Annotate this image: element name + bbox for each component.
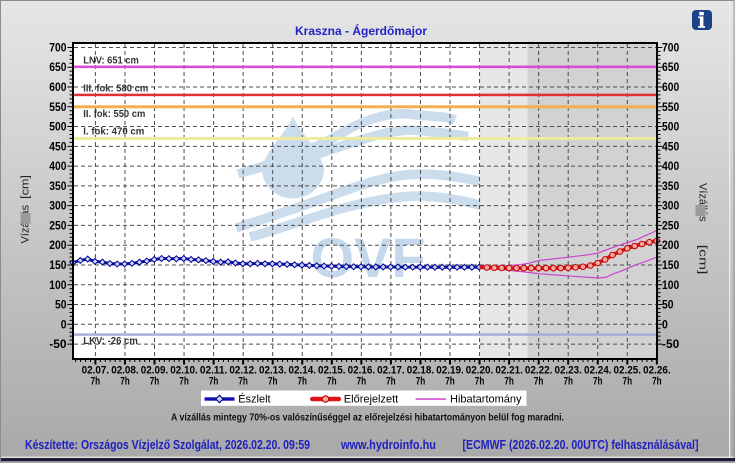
svg-text:02.11.: 02.11. xyxy=(200,364,228,376)
svg-text:02.24.: 02.24. xyxy=(584,364,612,376)
svg-text:02.13.: 02.13. xyxy=(259,364,287,376)
svg-text:Előrejelzett: Előrejelzett xyxy=(344,393,398,405)
svg-text:7h: 7h xyxy=(209,376,219,388)
svg-text:7h: 7h xyxy=(357,376,367,388)
svg-text:LKV: -26 cm: LKV: -26 cm xyxy=(83,336,138,347)
svg-text:II. fok: 550 cm: II. fok: 550 cm xyxy=(83,109,145,120)
svg-text:7h: 7h xyxy=(652,376,662,388)
svg-text:-50: -50 xyxy=(662,339,679,351)
svg-text:02.12.: 02.12. xyxy=(229,364,257,376)
svg-text:7h: 7h xyxy=(445,376,455,388)
svg-text:02.21.: 02.21. xyxy=(495,364,523,376)
svg-text:02.07.: 02.07. xyxy=(82,364,110,376)
svg-text:02.17.: 02.17. xyxy=(377,364,405,376)
svg-text:02.08.: 02.08. xyxy=(111,364,139,376)
svg-text:350: 350 xyxy=(49,181,66,193)
svg-text:500: 500 xyxy=(49,122,66,134)
svg-text:A vízállás mintegy 70%-os való: A vízállás mintegy 70%-os valószínűségge… xyxy=(171,412,564,423)
svg-text:7h: 7h xyxy=(475,376,485,388)
svg-text:500: 500 xyxy=(662,122,679,134)
svg-text:600: 600 xyxy=(49,82,66,94)
svg-text:[cm]: [cm] xyxy=(697,245,709,274)
svg-text:150: 150 xyxy=(49,260,66,272)
svg-text:600: 600 xyxy=(662,82,679,94)
svg-text:[cm]: [cm] xyxy=(20,175,32,199)
svg-text:300: 300 xyxy=(662,201,679,213)
svg-text:Kraszna - Ágerdőmajor: Kraszna - Ágerdőmajor xyxy=(295,23,427,38)
svg-text:650: 650 xyxy=(49,62,66,74)
svg-text:100: 100 xyxy=(662,280,679,292)
svg-text:100: 100 xyxy=(49,280,66,292)
svg-text:III. fok: 580 cm: III. fok: 580 cm xyxy=(83,84,148,95)
svg-text:700: 700 xyxy=(662,42,679,54)
svg-text:Vízállás: Vízállás xyxy=(697,183,709,222)
svg-text:www.hydroinfo.hu: www.hydroinfo.hu xyxy=(340,438,436,452)
svg-text:7h: 7h xyxy=(416,376,426,388)
svg-text:02.19.: 02.19. xyxy=(436,364,464,376)
svg-text:Készítette: Országos Vízjelző: Készítette: Országos Vízjelző Szolgálat,… xyxy=(25,438,310,452)
svg-text:250: 250 xyxy=(49,220,66,232)
svg-text:02.14.: 02.14. xyxy=(289,364,317,376)
svg-text:550: 550 xyxy=(662,102,679,114)
svg-text:300: 300 xyxy=(49,201,66,213)
svg-text:OVF: OVF xyxy=(310,226,425,289)
svg-text:02.22.: 02.22. xyxy=(525,364,553,376)
svg-text:7h: 7h xyxy=(238,376,248,388)
svg-text:LNV: 651 cm: LNV: 651 cm xyxy=(83,56,139,67)
svg-text:400: 400 xyxy=(662,161,679,173)
svg-text:200: 200 xyxy=(662,240,679,252)
svg-text:450: 450 xyxy=(49,141,66,153)
svg-text:Vízállás: Vízállás xyxy=(20,204,32,243)
svg-text:400: 400 xyxy=(49,161,66,173)
svg-text:7h: 7h xyxy=(534,376,544,388)
svg-text:02.26.: 02.26. xyxy=(643,364,671,376)
svg-text:200: 200 xyxy=(49,240,66,252)
svg-text:02.23.: 02.23. xyxy=(554,364,582,376)
svg-text:7h: 7h xyxy=(593,376,603,388)
svg-text:150: 150 xyxy=(662,260,679,272)
svg-text:250: 250 xyxy=(662,220,679,232)
svg-text:[ECMWF (2026.02.20. 00UTC) fel: [ECMWF (2026.02.20. 00UTC) felhasználásá… xyxy=(463,438,699,452)
svg-text:02.16.: 02.16. xyxy=(348,364,376,376)
svg-text:I. fok: 470 cm: I. fok: 470 cm xyxy=(83,126,144,137)
svg-text:-50: -50 xyxy=(49,339,66,351)
svg-text:02.15.: 02.15. xyxy=(318,364,346,376)
svg-text:02.18.: 02.18. xyxy=(407,364,435,376)
svg-text:02.09.: 02.09. xyxy=(141,364,169,376)
svg-text:7h: 7h xyxy=(120,376,130,388)
svg-text:7h: 7h xyxy=(327,376,337,388)
svg-text:450: 450 xyxy=(662,141,679,153)
svg-text:650: 650 xyxy=(662,62,679,74)
svg-text:550: 550 xyxy=(49,102,66,114)
svg-text:02.10.: 02.10. xyxy=(170,364,198,376)
svg-text:0: 0 xyxy=(662,319,668,331)
svg-text:7h: 7h xyxy=(150,376,160,388)
svg-text:0: 0 xyxy=(61,319,67,331)
svg-text:50: 50 xyxy=(55,300,67,312)
svg-text:Észlelt: Észlelt xyxy=(238,392,270,405)
svg-text:02.25.: 02.25. xyxy=(614,364,642,376)
svg-text:7h: 7h xyxy=(623,376,633,388)
svg-text:50: 50 xyxy=(662,300,674,312)
svg-text:7h: 7h xyxy=(268,376,278,388)
svg-text:7h: 7h xyxy=(504,376,514,388)
svg-text:7h: 7h xyxy=(179,376,189,388)
svg-text:Hibatartomány: Hibatartomány xyxy=(450,393,522,405)
svg-text:7h: 7h xyxy=(563,376,573,388)
svg-text:350: 350 xyxy=(662,181,679,193)
svg-text:7h: 7h xyxy=(91,376,101,388)
svg-text:02.20.: 02.20. xyxy=(466,364,494,376)
svg-text:7h: 7h xyxy=(386,376,396,388)
svg-text:7h: 7h xyxy=(298,376,308,388)
svg-text:700: 700 xyxy=(49,42,66,54)
